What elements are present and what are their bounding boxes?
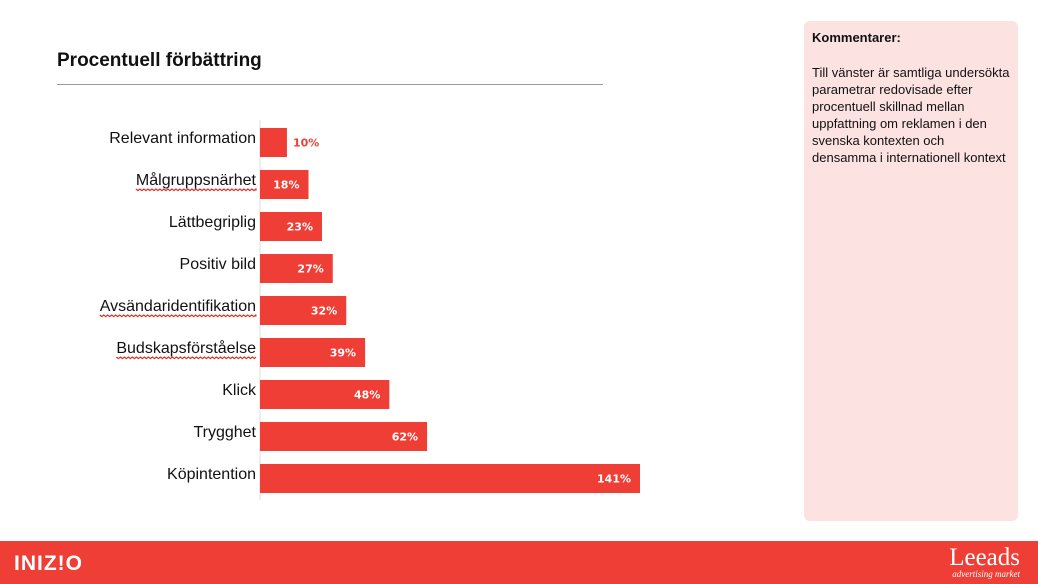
leeads-logo-tagline: advertising market (952, 569, 1020, 579)
category-label: Trygghet (193, 424, 256, 441)
bar (260, 212, 322, 241)
value-label: 39% (330, 347, 356, 360)
bar-chart: Relevant information 10% Målgruppsnärhet 18… (99, 120, 640, 500)
category-label: Köpintention (167, 466, 256, 483)
value-label: 23% (287, 221, 313, 234)
category-label: Positiv bild (180, 256, 256, 273)
value-label: 62% (392, 431, 418, 444)
comments-heading: Kommentarer: (812, 30, 901, 45)
category-label: Relevant information (109, 130, 256, 147)
spellcheck-underline (99, 313, 257, 318)
bar (260, 254, 333, 283)
leeads-logo: Leeads advertising market (949, 545, 1020, 579)
spellcheck-underline (115, 356, 257, 360)
inizio-logo: INIZ!O (14, 552, 83, 575)
bar (260, 296, 347, 325)
bar (260, 170, 309, 199)
value-label: 32% (311, 305, 337, 318)
footer-bar: INIZ!O Leeads advertising market (0, 541, 1038, 584)
title-divider (57, 84, 603, 85)
value-label: 48% (354, 389, 380, 402)
category-label: Klick (222, 382, 257, 399)
category-label: Avsändaridentifikation (100, 298, 256, 315)
bar (260, 422, 428, 451)
slide-title: Procentuell förbättring (57, 50, 262, 71)
bar (260, 128, 287, 157)
category-label: Budskapsförståelse (116, 339, 256, 357)
bar (260, 338, 366, 367)
category-label: Lättbegriplig (169, 214, 256, 231)
value-label: 18% (273, 179, 299, 192)
category-label: Målgruppsnärhet (136, 171, 257, 189)
comments-text: Till vänster är samtliga undersökta para… (812, 65, 1010, 165)
bar (260, 464, 640, 493)
value-label: 141% (597, 473, 631, 486)
bar (260, 380, 390, 409)
value-label: 27% (297, 263, 323, 276)
spellcheck-underline (135, 187, 257, 192)
leeads-logo-name: Leeads (949, 544, 1020, 571)
value-label: 10% (293, 137, 319, 150)
comments-panel: Kommentarer: Till vänster är samtliga un… (804, 21, 1018, 521)
